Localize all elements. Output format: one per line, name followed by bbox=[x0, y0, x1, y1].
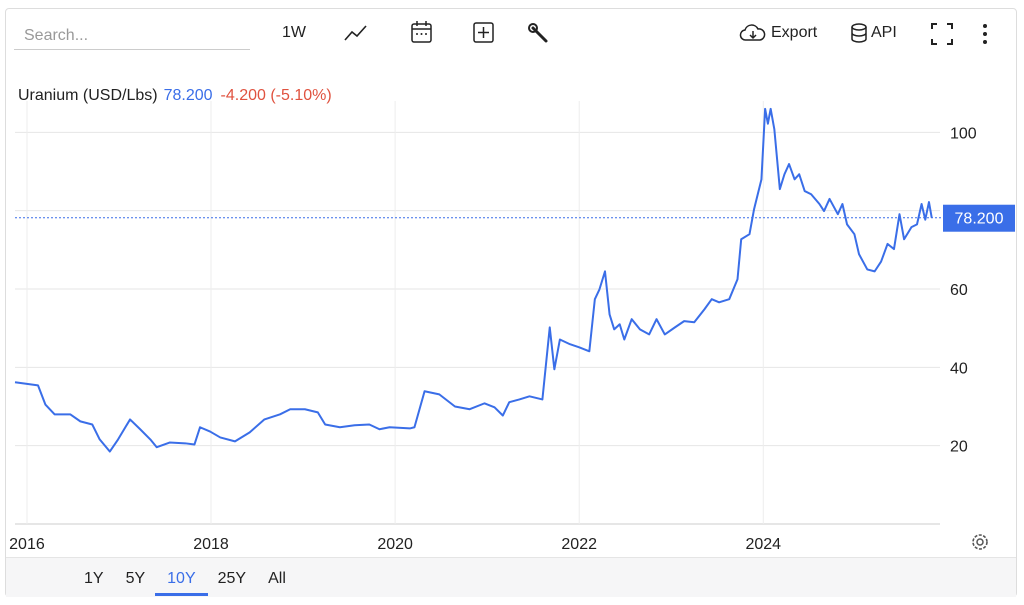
x-tick-label: 2016 bbox=[9, 536, 45, 553]
header-price: 78.200 bbox=[164, 87, 213, 104]
api-button[interactable]: API bbox=[871, 24, 897, 41]
range-button[interactable]: All bbox=[268, 570, 286, 587]
x-tick-label: 2024 bbox=[745, 536, 781, 553]
y-tick-label: 60 bbox=[950, 282, 968, 299]
export-icon[interactable] bbox=[739, 23, 767, 43]
y-tick-label: 100 bbox=[950, 125, 977, 142]
last-price-tag bbox=[943, 204, 1015, 232]
settings-icon[interactable] bbox=[972, 534, 988, 550]
range-button[interactable]: 25Y bbox=[217, 570, 247, 587]
line-type-icon[interactable] bbox=[343, 22, 369, 44]
y-tick-label: 20 bbox=[950, 439, 968, 456]
x-tick-label: 2020 bbox=[377, 536, 413, 553]
price-line bbox=[14, 107, 933, 453]
y-tick-label: 40 bbox=[950, 360, 968, 377]
chart: Uranium (USD/Lbs) 78.200 -4.200 (-5.10%)… bbox=[9, 87, 1015, 553]
search-input[interactable]: Search... bbox=[14, 22, 250, 50]
add-icon[interactable] bbox=[472, 21, 496, 45]
x-tick-label: 2022 bbox=[561, 536, 597, 553]
header-change: -4.200 (-5.10%) bbox=[221, 87, 332, 104]
range-button[interactable]: 10Y bbox=[167, 570, 196, 587]
calendar-icon[interactable] bbox=[410, 19, 434, 45]
range-bar: 1Y 5Y 10Y 25Y All bbox=[6, 557, 1016, 597]
menu-icon[interactable] bbox=[980, 22, 990, 46]
api-icon[interactable] bbox=[849, 22, 869, 44]
active-underline bbox=[155, 593, 208, 596]
range-button[interactable]: 5Y bbox=[125, 570, 146, 587]
x-tick-label: 2018 bbox=[193, 536, 229, 553]
last-price-label: 78.200 bbox=[955, 211, 1004, 228]
export-button[interactable]: Export bbox=[771, 24, 818, 41]
chart-title: Uranium (USD/Lbs) bbox=[18, 87, 158, 104]
range-button[interactable]: 1Y bbox=[84, 570, 104, 587]
wrench-icon[interactable] bbox=[527, 22, 551, 46]
interval-button[interactable]: 1W bbox=[282, 24, 306, 41]
fullscreen-icon[interactable] bbox=[930, 22, 954, 46]
